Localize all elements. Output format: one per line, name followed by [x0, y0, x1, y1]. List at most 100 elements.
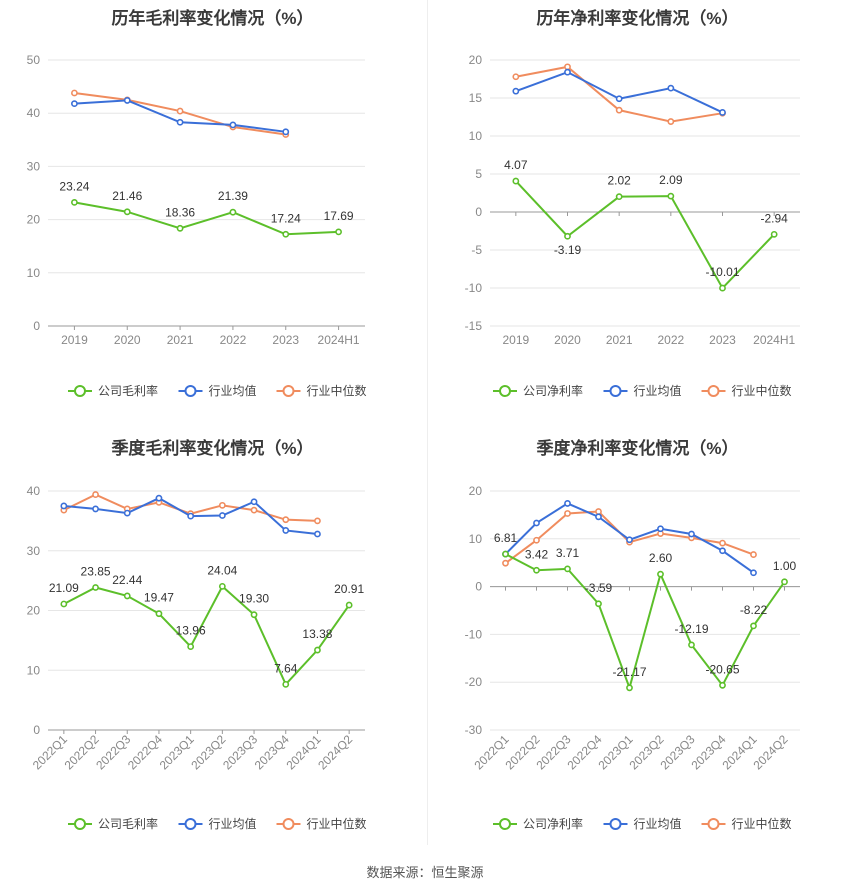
data-point — [282, 680, 290, 688]
legend-swatch-marker — [282, 385, 295, 397]
data-point — [533, 566, 540, 574]
legend-item[interactable]: 行业均值 — [603, 816, 682, 831]
data-point — [781, 578, 788, 586]
data-point — [564, 565, 571, 573]
series-line — [63, 584, 350, 687]
data-label: 17.69 — [324, 209, 354, 223]
data-point — [187, 643, 195, 650]
x-tick-label: 2022 — [657, 333, 684, 347]
x-tick-label: 2024Q2 — [315, 732, 355, 772]
y-tick-label: 10 — [27, 663, 41, 677]
legend-swatch-marker — [184, 385, 197, 397]
legend-swatch-marker — [184, 818, 197, 830]
data-point — [657, 570, 664, 578]
legend-swatch-marker — [609, 818, 622, 830]
legend-item[interactable]: 行业中位数 — [701, 383, 792, 398]
data-point — [60, 502, 68, 510]
data-point — [218, 501, 226, 509]
x-tick-label: 2023 — [709, 333, 736, 347]
data-point — [314, 646, 321, 654]
data-point — [657, 525, 664, 533]
data-label: 23.24 — [59, 179, 89, 193]
data-point — [688, 641, 695, 649]
data-label: 22.44 — [112, 573, 142, 587]
data-point — [229, 208, 237, 216]
y-tick-label: 10 — [469, 532, 483, 546]
chart-title: 历年净利率变化情况（%） — [536, 9, 739, 28]
data-point — [314, 530, 321, 538]
data-point — [92, 505, 99, 513]
data-point — [92, 584, 99, 591]
data-point — [123, 592, 131, 600]
y-tick-label: -15 — [465, 319, 483, 333]
legend-item[interactable]: 行业中位数 — [701, 816, 792, 831]
data-point — [71, 89, 78, 97]
data-point — [282, 128, 290, 136]
series-line — [515, 180, 775, 290]
data-label: 20.91 — [334, 582, 364, 596]
data-point — [667, 118, 675, 125]
data-point — [155, 494, 163, 502]
legend-item[interactable]: 行业中位数 — [276, 383, 367, 398]
legend-item[interactable]: 公司毛利率 — [68, 383, 158, 398]
x-tick-label: 2023 — [272, 333, 299, 347]
data-label: 1.00 — [773, 559, 797, 573]
data-label: -8.22 — [740, 603, 768, 617]
data-point — [176, 118, 184, 126]
chart-panel-annual-gross: 历年毛利率变化情况（%） 0 10 20 30 40 50 2019 2020 2021 2022… — [0, 0, 425, 410]
data-point — [615, 106, 623, 114]
legend-label: 公司毛利率 — [98, 383, 158, 398]
y-tick-label: 30 — [27, 544, 41, 558]
x-tick-label: 2024Q2 — [751, 732, 791, 772]
y-tick-label: 50 — [27, 53, 41, 67]
legend-item[interactable]: 公司毛利率 — [68, 816, 158, 831]
data-label: 19.30 — [239, 592, 269, 606]
data-point — [250, 611, 258, 619]
legend-item[interactable]: 行业均值 — [178, 383, 257, 398]
data-point — [667, 192, 675, 200]
chart-title: 历年毛利率变化情况（%） — [111, 9, 314, 28]
legend-item[interactable]: 行业均值 — [603, 383, 682, 398]
y-tick-label: -10 — [465, 627, 483, 641]
data-point — [564, 510, 571, 517]
data-source-note: 数据来源：恒生聚源 — [366, 865, 484, 880]
data-point — [750, 551, 757, 558]
data-label: 19.47 — [144, 591, 174, 605]
data-label: -2.94 — [760, 211, 788, 225]
legend-swatch-marker — [707, 385, 720, 397]
legend-label: 行业均值 — [209, 816, 257, 831]
data-point — [229, 121, 237, 129]
x-tick-label: 2020 — [554, 333, 581, 347]
legend-label: 公司净利率 — [523, 383, 583, 398]
x-tick-label: 2021 — [606, 333, 633, 347]
data-label: 24.04 — [207, 563, 237, 577]
y-tick-label: 15 — [469, 91, 483, 105]
data-label: 21.46 — [112, 189, 142, 203]
data-point — [187, 512, 195, 520]
y-tick-label: 0 — [475, 580, 482, 594]
y-tick-label: 20 — [469, 53, 483, 67]
legend-label: 公司毛利率 — [98, 816, 158, 831]
legend-item[interactable]: 行业中位数 — [276, 816, 367, 831]
data-point — [719, 284, 726, 292]
x-tick-label: 2020 — [114, 333, 141, 347]
chart-quarterly-net: -30-20-10010202022Q12022Q22022Q32022Q420… — [465, 484, 800, 831]
legend-item[interactable]: 公司净利率 — [493, 816, 583, 831]
data-label: -12.19 — [674, 622, 708, 636]
data-point — [719, 109, 726, 116]
panel-divider — [427, 0, 428, 845]
data-point — [176, 224, 184, 232]
chart-annual-net: -15 -10 -5 0 5 10 15 20 2019 2020 2021 2022 2023 2024… — [465, 53, 800, 398]
legend-item[interactable]: 行业均值 — [178, 816, 257, 831]
data-point — [250, 506, 258, 514]
data-label: 21.39 — [218, 189, 248, 203]
data-point — [512, 73, 520, 81]
y-tick-label: 20 — [469, 484, 483, 498]
data-point — [502, 559, 509, 567]
data-label: -10.01 — [705, 265, 739, 279]
data-point — [71, 100, 78, 108]
data-label: 2.02 — [607, 174, 631, 188]
data-point — [335, 228, 342, 236]
legend-item[interactable]: 公司净利率 — [493, 383, 583, 398]
chart-panel-quarterly-gross: 季度毛利率变化情况（%） 0 10 20 30 40 2022Q1 2022Q2 2022Q3… — [0, 430, 425, 850]
